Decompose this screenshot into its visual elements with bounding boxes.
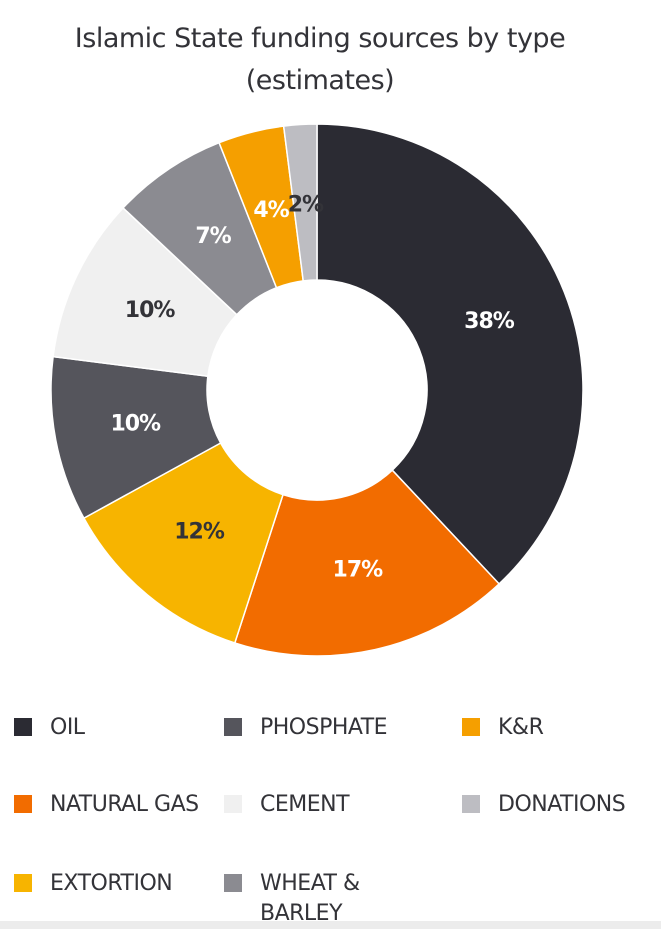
legend-label: PHOSPHATE <box>260 715 388 740</box>
slice-label: 10% <box>110 412 161 437</box>
legend-swatch <box>14 874 32 892</box>
legend-swatch <box>224 718 242 736</box>
slice-label: 38% <box>464 309 515 334</box>
slice-label: 10% <box>125 298 176 323</box>
legend-item: DONATIONS <box>462 790 658 820</box>
donut-slice <box>82 441 284 644</box>
legend-label: NATURAL GAS <box>50 792 199 817</box>
chart-title: Islamic State funding sources by type (e… <box>74 23 566 96</box>
legend-item: NATURAL GAS <box>14 790 210 820</box>
legend-label: K&R <box>498 715 544 740</box>
donut-slice <box>233 469 501 657</box>
legend-label: OIL <box>50 715 85 740</box>
donut-slice <box>282 123 318 282</box>
slice-label: 2% <box>288 192 324 217</box>
slice-label: 7% <box>195 224 231 249</box>
legend-swatch <box>462 718 480 736</box>
slice-label: 12% <box>174 520 225 545</box>
legend-item: WHEAT & BARLEY <box>224 869 420 929</box>
slice-label: 4% <box>253 198 289 223</box>
legend-swatch <box>462 795 480 813</box>
legend-label: DONATIONS <box>498 792 626 817</box>
legend-swatch <box>224 874 242 892</box>
legend-item: EXTORTION <box>14 869 210 899</box>
legend-label: CEMENT <box>260 792 350 817</box>
donut-slice <box>316 123 584 585</box>
slice-label: 17% <box>333 558 384 583</box>
legend-item: PHOSPHATE <box>224 713 420 743</box>
donut-slice <box>52 206 238 378</box>
legend-item: CEMENT <box>224 790 420 820</box>
donut-slice <box>50 355 222 520</box>
legend-swatch <box>14 718 32 736</box>
legend-label: WHEAT & BARLEY <box>260 871 360 926</box>
footer-band <box>0 921 661 929</box>
legend-swatch <box>224 795 242 813</box>
legend-label: EXTORTION <box>50 871 173 896</box>
legend-item: K&R <box>462 713 658 743</box>
legend-swatch <box>14 795 32 813</box>
legend-item: OIL <box>14 713 210 743</box>
